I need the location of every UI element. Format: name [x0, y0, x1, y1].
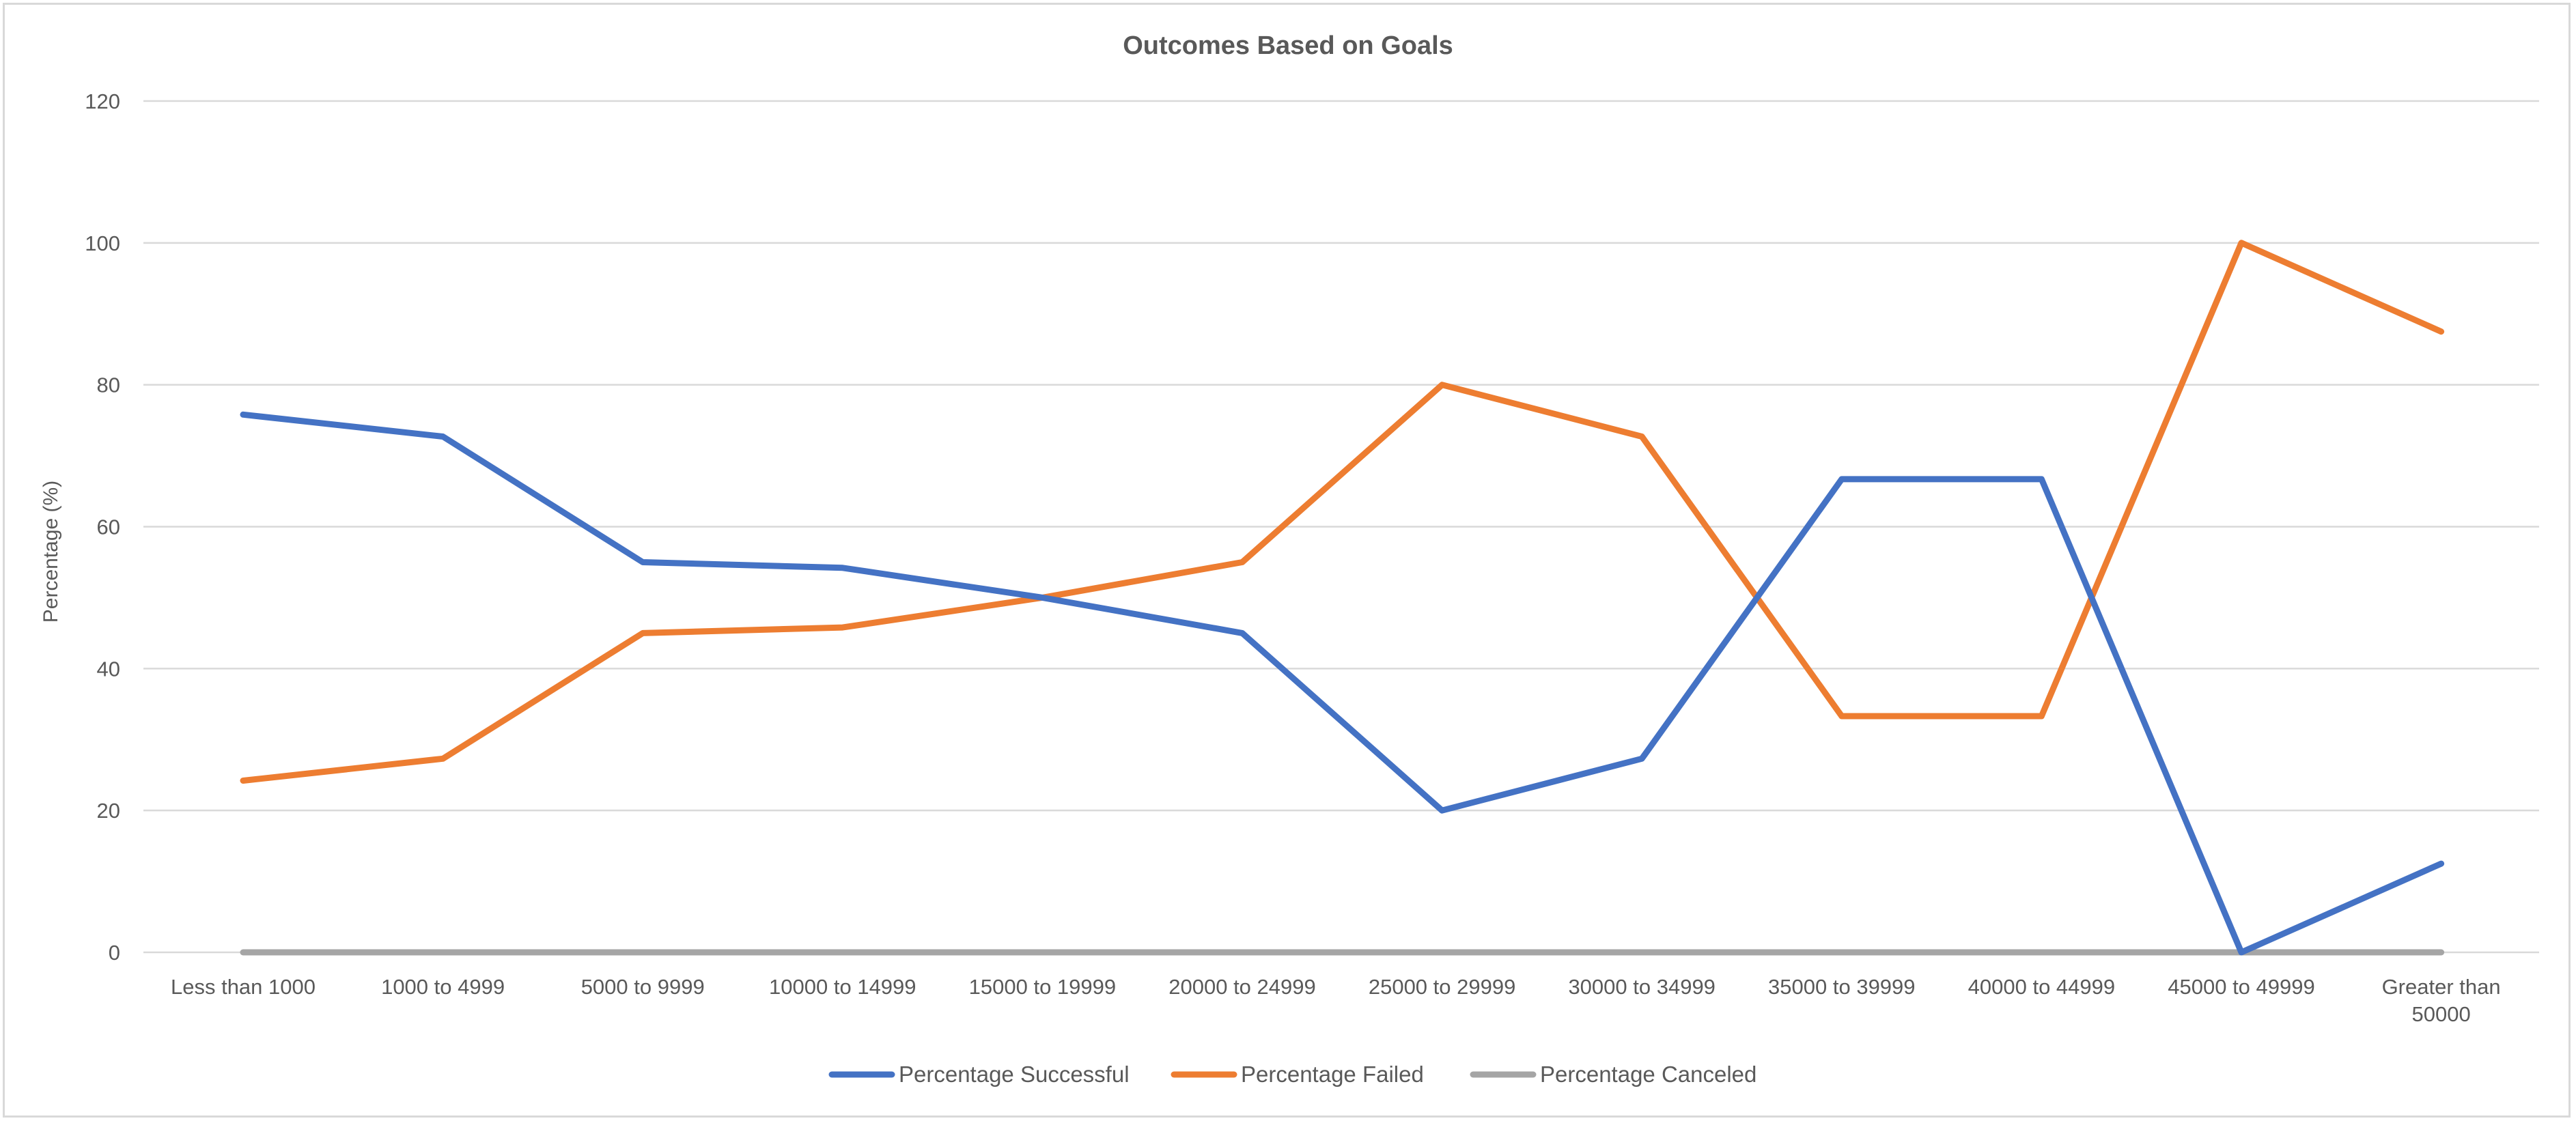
x-tick-labels: Less than 1000 1000 to 4999 5000 to 9999 10… — [171, 975, 2501, 1026]
legend-label: Percentage Failed — [1241, 1062, 1424, 1087]
chart-title: Outcomes Based on Goals — [1123, 31, 1453, 60]
x-tick-label: 15000 to 19999 — [969, 975, 1117, 999]
y-tick-label: 20 — [97, 799, 120, 823]
y-tick-label: 60 — [97, 515, 120, 539]
x-tick-label: 30000 to 34999 — [1568, 975, 1716, 999]
x-tick-label: 45000 to 49999 — [2168, 975, 2315, 999]
legend-label: Percentage Successful — [899, 1062, 1130, 1087]
series-line-percentage-successful — [240, 411, 2445, 956]
chart-frame — [3, 3, 2571, 1118]
x-tick-label: 10000 to 14999 — [769, 975, 916, 999]
x-tick-label: 25000 to 29999 — [1369, 975, 1516, 999]
x-tick-label: 1000 to 4999 — [381, 975, 505, 999]
x-tick-label: Less than 1000 — [171, 975, 316, 999]
y-axis-title: Percentage (%) — [40, 481, 62, 623]
series-line-percentage-failed — [240, 240, 2445, 784]
x-tick-label: Greater than 50000 — [2382, 975, 2501, 1026]
legend-label: Percentage Canceled — [1540, 1062, 1756, 1087]
y-tick-label: 0 — [109, 941, 120, 965]
x-tick-label: 5000 to 9999 — [581, 975, 705, 999]
x-tick-label: 40000 to 44999 — [1968, 975, 2116, 999]
series-lines — [240, 240, 2445, 956]
y-tick-label: 100 — [85, 231, 120, 255]
y-tick-labels: 0 20 40 60 80 100 120 — [85, 89, 120, 965]
gridlines — [143, 100, 2539, 954]
legend: Percentage Successful Percentage Failed Pe… — [828, 1062, 1756, 1087]
x-tick-label: 20000 to 24999 — [1168, 975, 1316, 999]
y-tick-label: 80 — [97, 373, 120, 397]
y-tick-label: 40 — [97, 657, 120, 681]
y-tick-label: 120 — [85, 89, 120, 113]
x-tick-label: 35000 to 39999 — [1768, 975, 1916, 999]
